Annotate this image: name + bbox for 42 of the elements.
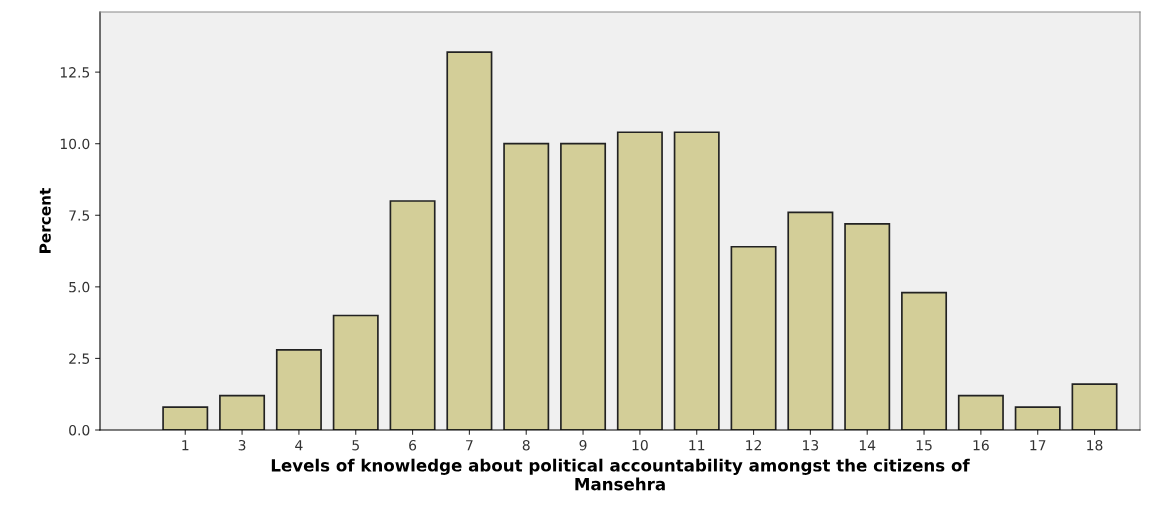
y-tick-label: 2.5 xyxy=(69,353,90,364)
bar xyxy=(503,142,550,430)
bar xyxy=(1014,406,1061,430)
x-tick-label: 5 xyxy=(352,440,359,451)
x-tick-label: 12 xyxy=(746,439,761,451)
x-tick-label: 1 xyxy=(182,440,189,451)
bar xyxy=(332,314,379,430)
x-tick-label: 4 xyxy=(295,440,303,451)
x-tick-label: 6 xyxy=(409,439,417,451)
x-tick-label: 7 xyxy=(466,440,473,451)
y-tick-label: 0.0 xyxy=(69,424,90,436)
bar xyxy=(560,142,607,430)
bar xyxy=(219,394,266,430)
y-tick-label: 10.0 xyxy=(60,138,90,150)
bar xyxy=(730,245,777,430)
x-tick-label: 9 xyxy=(579,439,587,451)
bar xyxy=(957,394,1004,430)
x-tick-label: 15 xyxy=(916,440,932,451)
bar xyxy=(389,200,436,430)
bar xyxy=(1071,383,1118,430)
bar xyxy=(446,51,493,430)
bar xyxy=(616,131,663,430)
x-axis-title: Levels of knowledge about political accountability amongst the citizens of Mansehra xyxy=(271,458,970,491)
bar xyxy=(787,211,834,430)
y-tick-label: 5.0 xyxy=(69,281,90,293)
bar xyxy=(901,291,948,430)
y-tick-label: 7.5 xyxy=(69,210,90,221)
x-tick-label: 13 xyxy=(803,439,819,451)
bar xyxy=(162,406,209,430)
x-tick-label: 14 xyxy=(859,440,876,451)
bar xyxy=(275,349,322,430)
x-tick-label: 8 xyxy=(522,439,530,451)
x-tick-label: 3 xyxy=(238,439,246,451)
x-tick-label: 17 xyxy=(1030,440,1046,451)
y-axis-title: Percent xyxy=(39,188,51,253)
x-tick-label: 18 xyxy=(1087,439,1103,451)
y-tick-label: 12.5 xyxy=(60,67,90,78)
x-tick-label: 10 xyxy=(632,439,648,451)
bar xyxy=(673,131,720,430)
x-tick-label: 11 xyxy=(689,440,705,451)
bar xyxy=(844,223,891,430)
x-tick-label: 16 xyxy=(973,439,989,451)
